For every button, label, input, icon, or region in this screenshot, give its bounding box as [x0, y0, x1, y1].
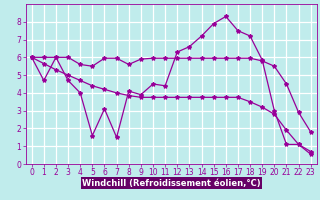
- X-axis label: Windchill (Refroidissement éolien,°C): Windchill (Refroidissement éolien,°C): [82, 179, 260, 188]
